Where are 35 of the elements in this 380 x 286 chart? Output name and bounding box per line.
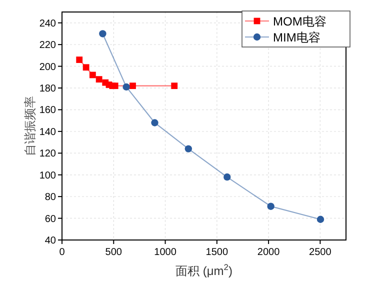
y-tick-label: 220: [39, 40, 56, 52]
y-tick-label: 140: [39, 126, 56, 138]
point: [96, 76, 102, 83]
y-tick-label: 60: [44, 214, 56, 225]
legend-label: MOM电容: [273, 14, 326, 28]
y-tick-label: 240: [39, 18, 56, 30]
point: [130, 82, 136, 90]
x-axis-title: 面积 (μm$^{2}$): [176, 262, 232, 278]
point: [267, 202, 274, 210]
point: [171, 82, 178, 90]
x-tick-label: 1000: [154, 247, 177, 258]
point: [112, 82, 118, 90]
point: [82, 64, 90, 71]
point: [224, 173, 231, 181]
y-tick-label: 40: [44, 236, 56, 246]
y-tick-label: 80: [44, 192, 56, 204]
legend-label: MIM电容: [273, 30, 320, 44]
point: [184, 145, 192, 152]
point: [99, 30, 106, 38]
point: [122, 83, 130, 91]
point: [151, 119, 158, 126]
y-tick-label: 200: [39, 62, 56, 73]
x-tick-label: 2000: [257, 247, 280, 258]
y-tick-label: 180: [39, 84, 56, 94]
y-tick-label: 160: [39, 105, 56, 116]
point: [316, 216, 324, 223]
y-tick-label: 100: [39, 170, 56, 182]
y-tick-label: 120: [39, 148, 56, 160]
x-tick-label: 1500: [206, 247, 228, 258]
point: [76, 56, 83, 63]
point: [89, 72, 96, 78]
x-tick-label: 2500: [309, 247, 332, 258]
x-tick-label: 0: [59, 247, 66, 258]
x-tick-label: 500: [105, 247, 122, 258]
y-axis-title: 自谐振频率: [23, 96, 37, 156]
